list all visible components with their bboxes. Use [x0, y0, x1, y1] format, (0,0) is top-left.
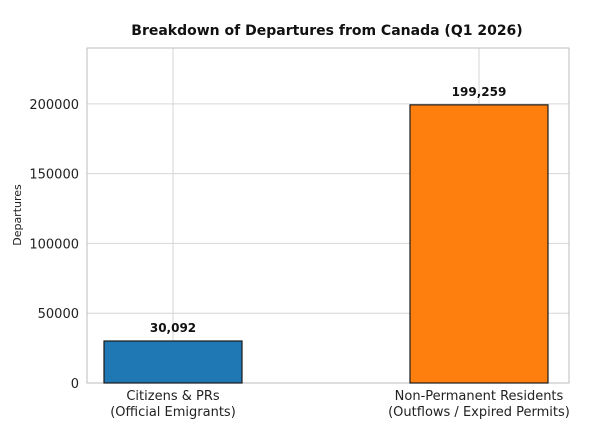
bars: 30,092 199,259: [103, 85, 549, 384]
bar: [103, 340, 243, 384]
y-tick-label: 0: [71, 377, 79, 392]
gridlines: [87, 48, 569, 384]
x-axis-ticks: Citizens & PRs(Official Emigrants) Non-Pe…: [110, 389, 570, 420]
x-tick-label: (Outflows / Expired Permits): [388, 405, 570, 420]
bar: [409, 104, 549, 384]
bar-value-label: 199,259: [452, 85, 507, 99]
y-tick-label: 50000: [38, 307, 79, 322]
plot-frame: [86, 47, 570, 384]
y-tick-label: 200000: [29, 98, 79, 113]
chart-title: Breakdown of Departures from Canada (Q1 …: [131, 23, 522, 39]
y-tick-label: 150000: [29, 168, 79, 183]
x-tick-label: Citizens & PRs: [126, 389, 220, 404]
bar-value-label: 30,092: [150, 321, 196, 335]
y-axis-ticks: 0 50000 100000 150000 200000: [29, 98, 79, 392]
y-tick-label: 100000: [29, 237, 79, 252]
y-axis-label: Departures: [11, 184, 24, 246]
x-tick-label: (Official Emigrants): [110, 405, 236, 420]
x-tick-label: Non-Permanent Residents: [395, 389, 564, 404]
